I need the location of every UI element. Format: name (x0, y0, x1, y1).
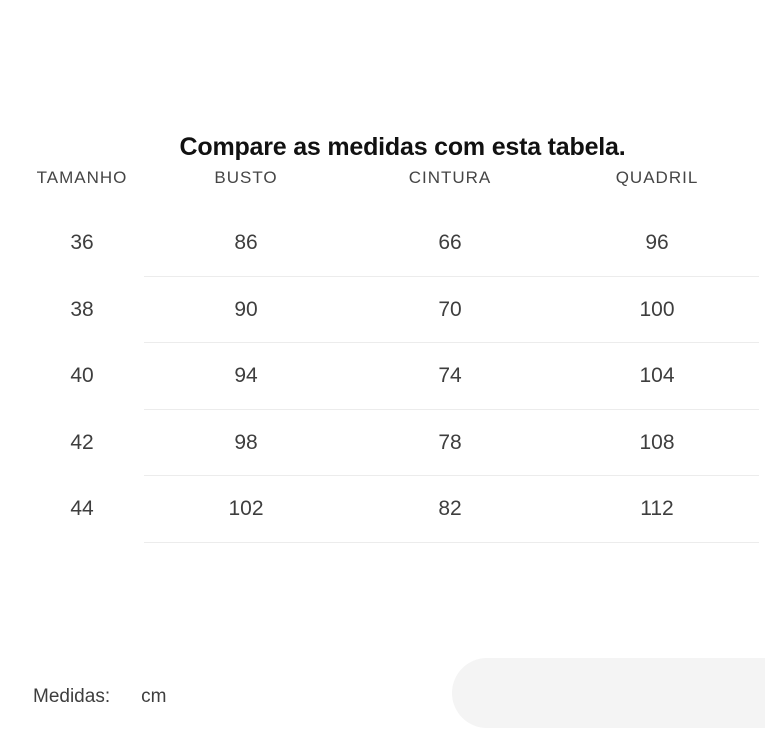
row-divider (144, 342, 759, 343)
row-divider (144, 275, 759, 277)
column-header-busto: BUSTO (214, 168, 278, 187)
measurement-cell: 96 (645, 231, 669, 254)
measurement-cell: 102 (228, 497, 264, 520)
table-row-cells: 36 86 66 96 (0, 210, 742, 277)
measurement-cell: 78 (438, 430, 462, 454)
table-row: 38 90 70 100 (0, 277, 765, 344)
measurement-cell: 70 (438, 297, 462, 321)
table-row: 44 102 82 112 (0, 476, 765, 543)
table-header-row: TAMANHO BUSTO CINTURA QUADRIL (0, 166, 742, 190)
size-cell: 42 (70, 430, 94, 454)
size-chart-table: TAMANHO BUSTO CINTURA QUADRIL 36 86 66 96 38… (0, 166, 765, 543)
table-body: 36 86 66 96 38 90 70 100 40 94 74 104 42 98 78 108 44 102… (0, 210, 765, 543)
table-row-cells: 38 90 70 100 (0, 277, 742, 344)
measurement-cell: 104 (639, 364, 675, 387)
measurement-unit-note: Medidas: cm (33, 686, 166, 708)
table-row: 36 86 66 96 (0, 210, 765, 277)
measurement-cell: 66 (438, 231, 462, 254)
measurement-cell: 86 (234, 231, 258, 254)
table-row-cells: 44 102 82 112 (0, 476, 742, 543)
measurement-cell: 112 (640, 497, 674, 520)
row-divider (144, 541, 759, 543)
measurement-cell: 100 (639, 297, 675, 321)
measurement-cell: 94 (234, 364, 258, 387)
row-divider (144, 408, 759, 410)
column-header-cintura: CINTURA (408, 168, 492, 187)
size-cell: 40 (70, 364, 94, 387)
table-row-cells: 42 98 78 108 (0, 410, 742, 477)
row-divider (144, 475, 759, 476)
table-row: 40 94 74 104 (0, 343, 765, 410)
table-row: 42 98 78 108 (0, 410, 765, 477)
column-header-tamanho: TAMANHO (36, 168, 128, 187)
table-row-cells: 40 94 74 104 (0, 343, 742, 410)
measurement-unit-value: cm (141, 686, 167, 707)
measurement-cell: 98 (234, 430, 258, 454)
page-title: Compare as medidas com esta tabela. (179, 132, 626, 161)
measurement-cell: 74 (438, 364, 462, 387)
measurement-cell: 90 (234, 297, 258, 321)
measurement-cell: 82 (438, 497, 462, 520)
size-cell: 38 (70, 297, 94, 321)
size-cell: 36 (70, 231, 94, 254)
measurement-cell: 108 (639, 430, 675, 454)
decorative-corner-pill (452, 658, 765, 728)
measurement-unit-label: Medidas: (33, 686, 111, 707)
column-header-quadril: QUADRIL (615, 168, 699, 187)
size-cell: 44 (70, 497, 94, 520)
